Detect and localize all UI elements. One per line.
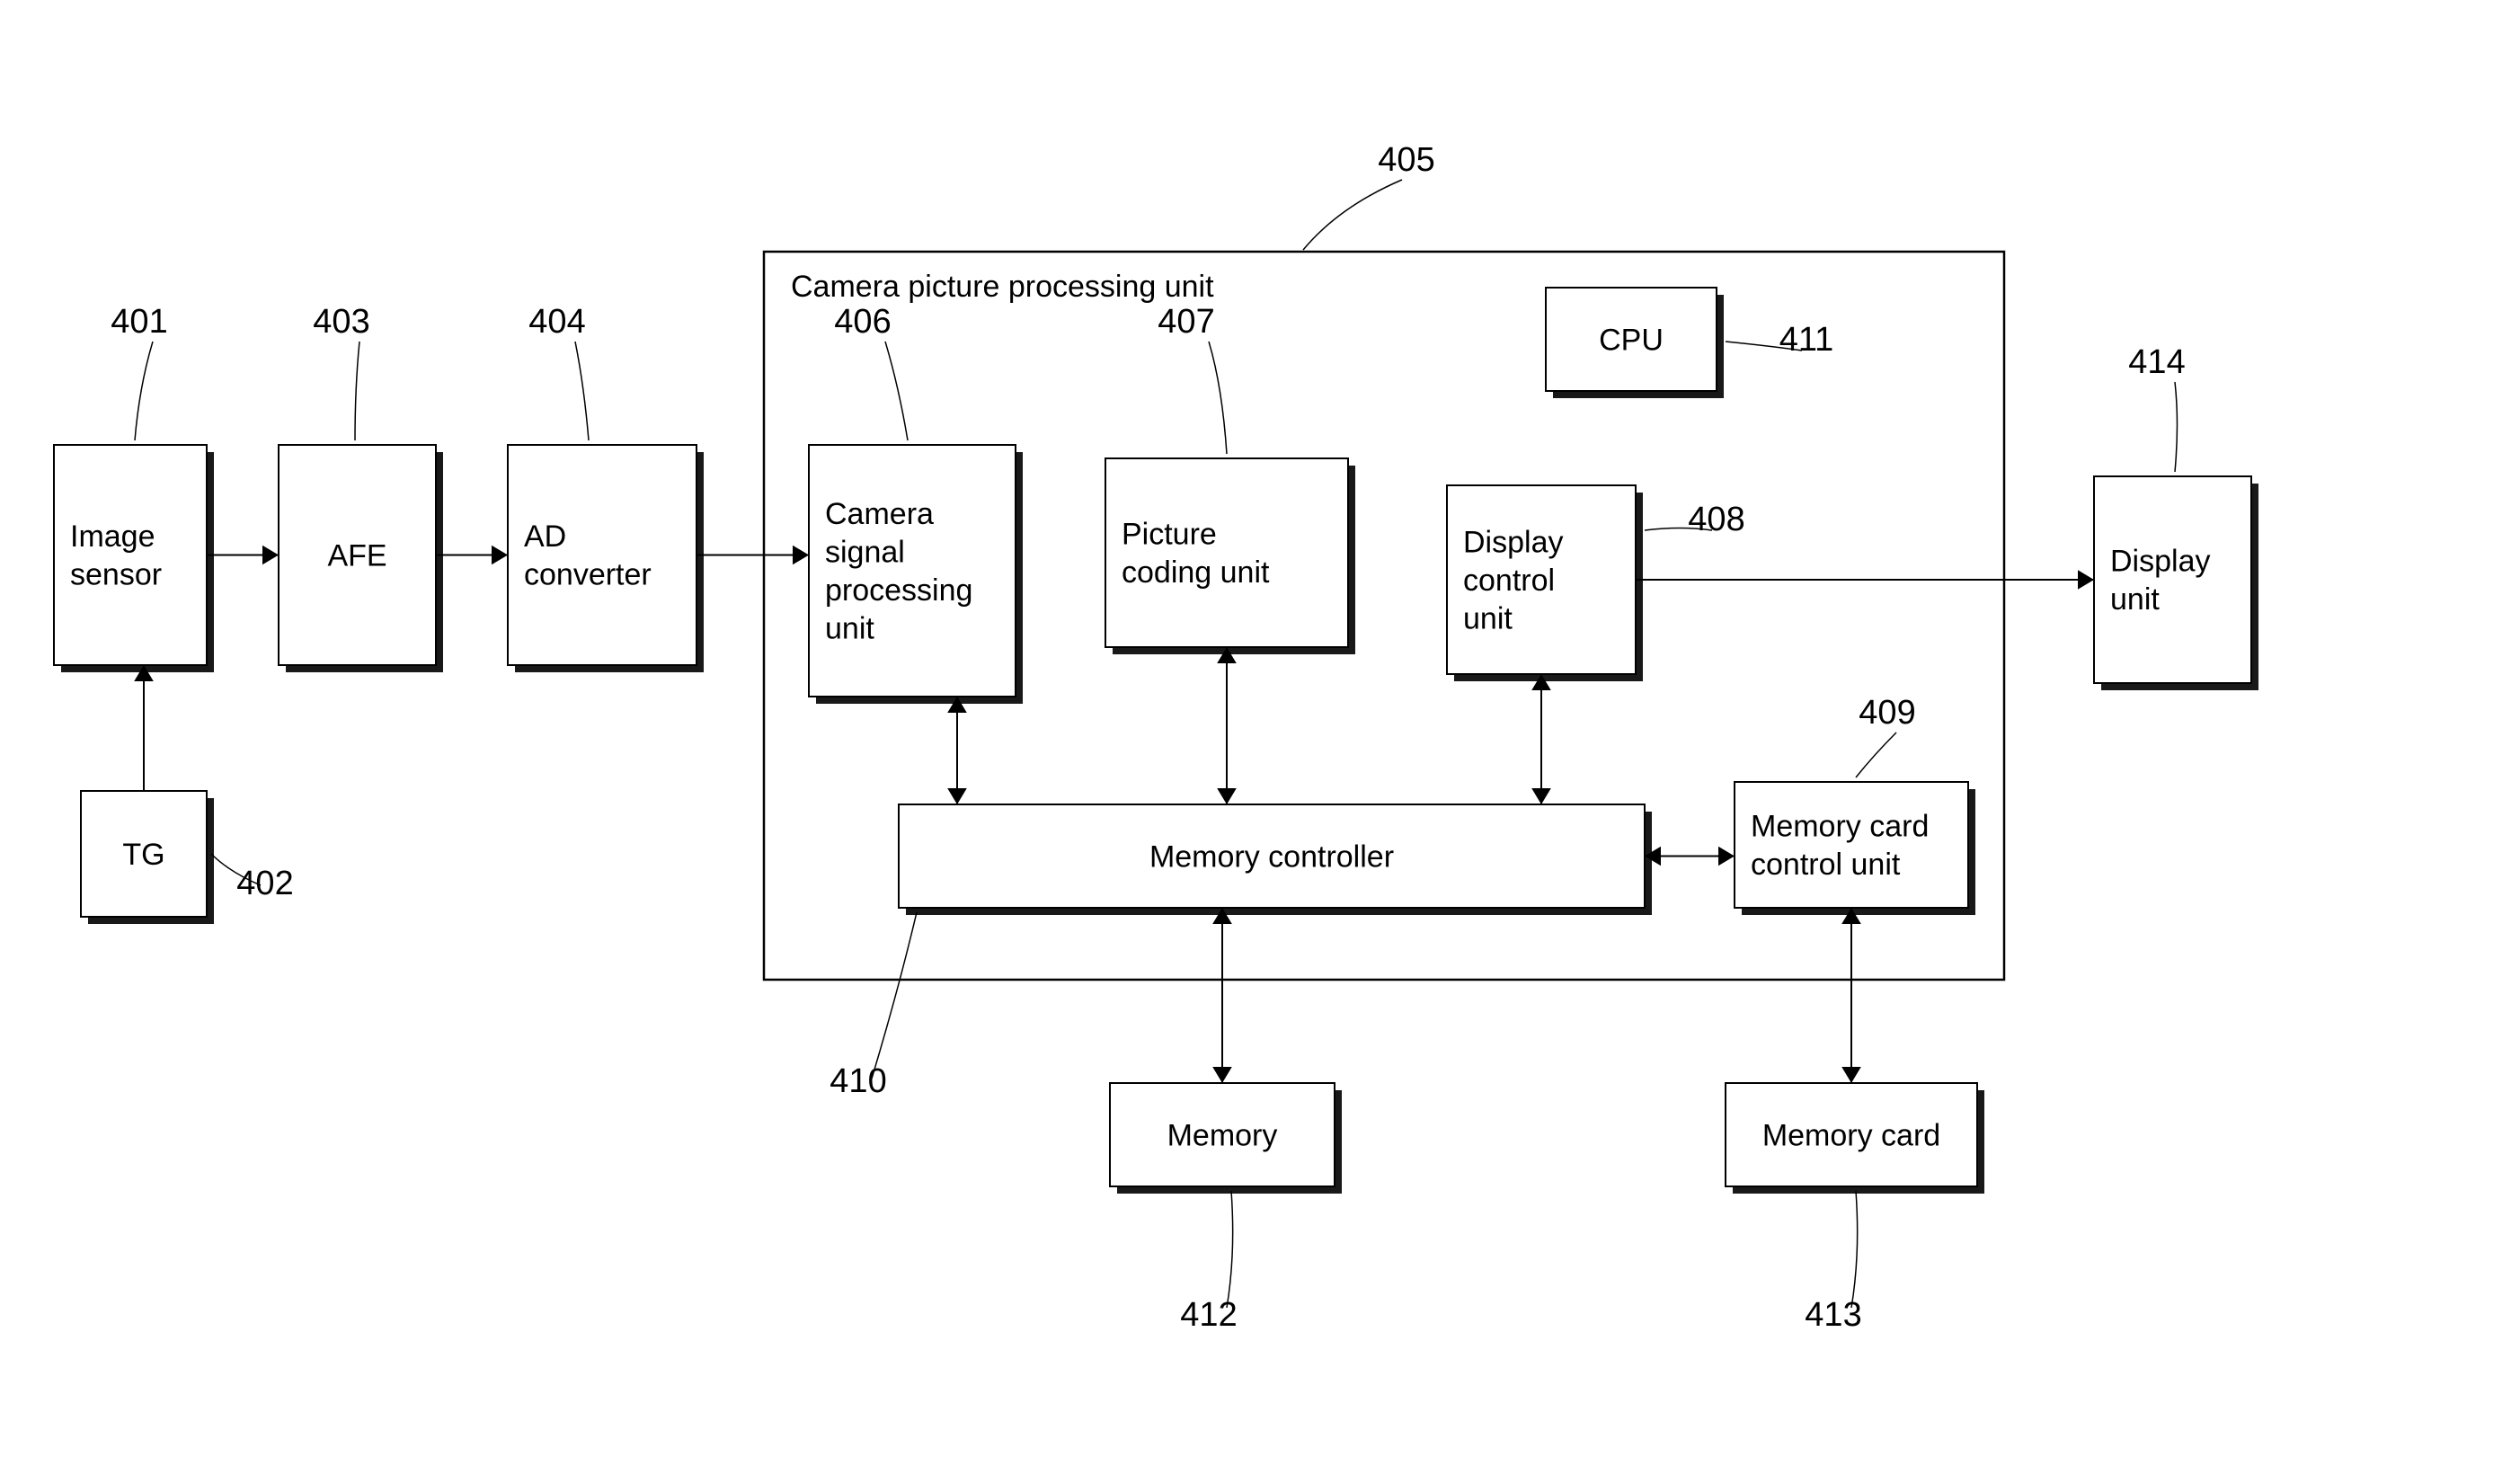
block-disp-label-0: Display [2110, 545, 2210, 579]
leader-410 [872, 912, 917, 1079]
container-title: Camera picture processing unit [791, 270, 1214, 304]
refnum-403: 403 [313, 303, 369, 341]
block-adc-label-1: converter [524, 558, 652, 592]
block-mccu-label-1: control unit [1751, 848, 1901, 882]
block-dcu-label-2: unit [1463, 601, 1513, 635]
block-cspu-label-3: unit [825, 612, 874, 646]
refnum-412: 412 [1180, 1296, 1237, 1334]
block-pcu [1105, 458, 1348, 647]
refnum-414: 414 [2128, 343, 2185, 381]
leader-403 [355, 342, 359, 440]
block-mccu-label-0: Memory card [1751, 810, 1929, 844]
refnum-401: 401 [111, 303, 167, 341]
refnum-402: 402 [236, 865, 293, 902]
block-pcu-label-0: Picture [1122, 518, 1217, 552]
leader-404 [575, 342, 589, 440]
block-img-label-1: sensor [70, 558, 162, 592]
block-img [54, 445, 207, 665]
refnum-407: 407 [1158, 303, 1214, 341]
refnum-406: 406 [834, 303, 891, 341]
block-pcu-label-1: coding unit [1122, 555, 1270, 590]
refnum-410: 410 [830, 1062, 886, 1100]
leader-409 [1856, 733, 1896, 777]
refnum-411: 411 [1779, 321, 1834, 359]
block-adc [508, 445, 697, 665]
block-cpu-label-0: CPU [1599, 323, 1664, 357]
block-cspu-label-1: signal [825, 536, 905, 570]
refnum-408: 408 [1688, 501, 1744, 538]
block-disp [2094, 476, 2251, 683]
leader-414 [2175, 382, 2178, 472]
refnum-409: 409 [1859, 694, 1915, 732]
refnum-404: 404 [528, 303, 585, 341]
block-mem-label-0: Memory [1167, 1118, 1278, 1152]
block-img-label-0: Image [70, 519, 155, 554]
block-card-label-0: Memory card [1762, 1118, 1940, 1152]
leader-401 [135, 342, 153, 440]
refnum-405: 405 [1378, 141, 1434, 179]
block-mccu [1735, 782, 1968, 908]
block-disp-label-1: unit [2110, 582, 2160, 617]
leader-412 [1227, 1191, 1233, 1308]
leader-413 [1851, 1191, 1858, 1308]
block-dcu-label-0: Display [1463, 525, 1563, 559]
leader-406 [885, 342, 908, 440]
block-dcu-label-1: control [1463, 564, 1555, 598]
block-adc-label-0: AD [524, 519, 566, 554]
block-cspu [809, 445, 1016, 697]
block-cspu-label-0: Camera [825, 497, 934, 531]
block-mc-label-0: Memory controller [1149, 839, 1394, 874]
leader-405 [1303, 180, 1402, 250]
leader-407 [1209, 342, 1227, 454]
block-afe-label-0: AFE [327, 538, 386, 573]
block-diagram: Camera picture processing unit Image senso… [0, 0, 2520, 1483]
block-cspu-label-2: processing [825, 573, 972, 608]
block-tg-label-0: TG [122, 838, 164, 872]
refnum-413: 413 [1805, 1296, 1861, 1334]
